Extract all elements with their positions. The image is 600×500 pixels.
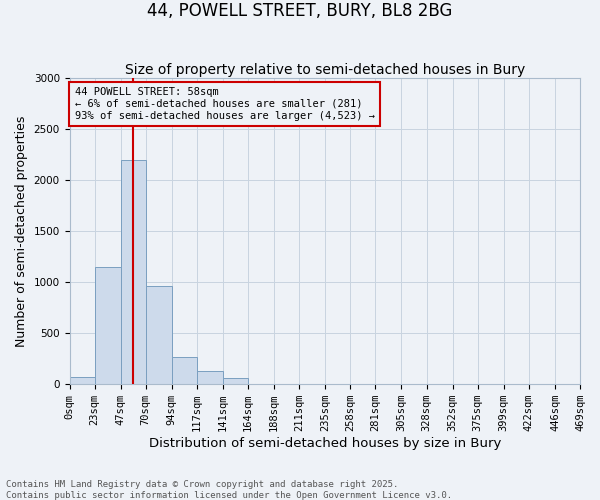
Bar (197, 371, 223, 384)
Bar (95, 267, 121, 384)
Text: Contains HM Land Registry data © Crown copyright and database right 2025.
Contai: Contains HM Land Registry data © Crown c… (6, 480, 452, 500)
X-axis label: Distribution of semi-detached houses by size in Bury: Distribution of semi-detached houses by … (149, 437, 501, 450)
Y-axis label: Number of semi-detached properties: Number of semi-detached properties (15, 116, 28, 347)
Bar (70, 376, 95, 384)
Bar (121, 160, 146, 384)
Text: 44 POWELL STREET: 58sqm
← 6% of semi-detached houses are smaller (281)
93% of se: 44 POWELL STREET: 58sqm ← 6% of semi-det… (74, 88, 374, 120)
Title: Size of property relative to semi-detached houses in Bury: Size of property relative to semi-detach… (125, 63, 525, 77)
Bar (146, 286, 172, 384)
Text: 44, POWELL STREET, BURY, BL8 2BG: 44, POWELL STREET, BURY, BL8 2BG (148, 2, 452, 21)
Bar (223, 378, 248, 384)
Bar (172, 356, 197, 384)
